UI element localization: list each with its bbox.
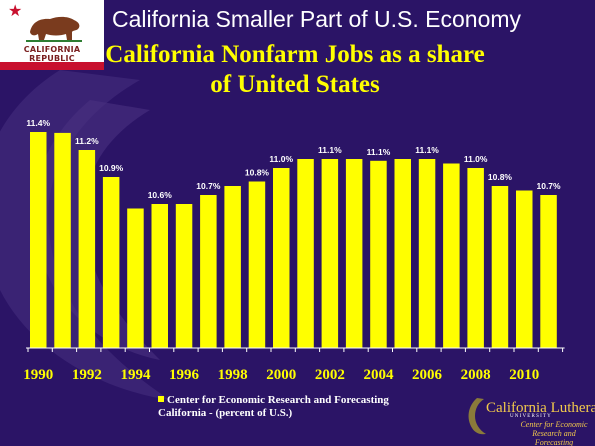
chart-title: California Nonfarm Jobs as a share of Un…: [105, 41, 485, 98]
bar-1999: [248, 181, 266, 348]
data-label-1992: 11.2%: [75, 136, 99, 146]
bar-2007: [443, 163, 460, 348]
bar-1998: [224, 186, 241, 348]
x-tick-label-2002: 2002: [315, 367, 345, 383]
data-label-1995: 10.6%: [148, 190, 173, 200]
chart-legend: Center for Economic Research and Forecas…: [158, 394, 389, 420]
bar-1991: [54, 132, 71, 348]
x-tick-label-1994: 1994: [120, 367, 151, 383]
x-tick-label-2008: 2008: [461, 367, 491, 383]
bar-2002: [321, 159, 339, 348]
data-label-2000: 11.0%: [269, 154, 293, 164]
bar-1996: [175, 204, 193, 348]
bar-1995: [151, 204, 168, 348]
university-logo: California Lutheran UNIVERSITY Center fo…: [462, 392, 595, 446]
logo-name: California Lutheran: [486, 400, 595, 416]
legend-swatch: [158, 396, 164, 402]
bar-2000: [273, 168, 290, 348]
bar-1993: [102, 177, 120, 348]
x-tick-label-2010: 2010: [509, 367, 539, 383]
bear-icon: [26, 16, 82, 42]
bar-2009: [491, 186, 509, 348]
x-tick-label-2000: 2000: [266, 367, 296, 383]
flag-text: CALIFORNIA REPUBLIC: [23, 45, 81, 63]
data-label-2011: 10.7%: [536, 181, 561, 191]
logo-center-text: Center for Economic Research and Forecas…: [514, 420, 594, 446]
x-tick-label-1996: 1996: [169, 367, 200, 383]
bar-2011: [540, 195, 557, 348]
star-icon: ★: [8, 3, 23, 20]
x-tick-label-1998: 1998: [218, 367, 248, 383]
legend-line-1: Center for Economic Research and Forecas…: [167, 394, 389, 406]
bar-2006: [418, 159, 436, 348]
data-label-2009: 10.8%: [488, 172, 513, 182]
bar-1992: [78, 150, 96, 348]
bar-2010: [516, 190, 533, 348]
bar-2001: [297, 159, 314, 348]
logo-center-line-1: Center for Economic: [520, 420, 588, 429]
x-tick-label-1990: 1990: [23, 367, 53, 383]
bar-2008: [467, 168, 484, 348]
bar-2005: [394, 159, 411, 348]
data-label-1999: 10.8%: [245, 168, 270, 178]
data-label-1993: 10.9%: [99, 163, 124, 173]
logo-center-line-2: Research and Forecasting: [532, 429, 576, 446]
data-label-1990: 11.4%: [26, 118, 50, 128]
logo-emblem-icon: [468, 398, 486, 435]
page-title: California Smaller Part of U.S. Economy: [112, 6, 522, 32]
data-label-2004: 11.1%: [367, 147, 391, 157]
data-label-2002: 11.1%: [318, 145, 342, 155]
bar-2004: [370, 160, 387, 348]
bar-2003: [345, 159, 363, 348]
bar-1997: [200, 195, 217, 348]
x-tick-label-2006: 2006: [412, 367, 443, 383]
california-flag: ★ CALIFORNIA REPUBLIC: [0, 0, 104, 70]
logo-subtitle: UNIVERSITY: [510, 414, 552, 419]
bar-1990: [30, 132, 47, 348]
data-label-2008: 11.0%: [464, 154, 488, 164]
data-label-1997: 10.7%: [196, 181, 221, 191]
legend-line-2: California - (percent of U.S.): [158, 407, 293, 419]
x-tick-label-1992: 1992: [72, 367, 102, 383]
data-label-2006: 11.1%: [415, 145, 439, 155]
bar-1994: [127, 208, 144, 348]
x-tick-label-2004: 2004: [363, 367, 394, 383]
